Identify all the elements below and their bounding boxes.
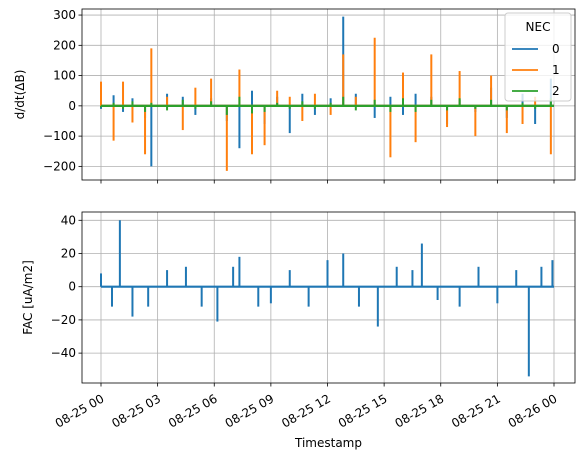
legend-label-1: 1	[552, 63, 560, 77]
x-tick-label: 08-25 21	[449, 391, 503, 430]
legend-box	[504, 12, 572, 102]
plot-frame	[81, 8, 576, 181]
y-tick-label: −40	[51, 346, 76, 360]
x-tick-label: 08-25 18	[393, 391, 447, 430]
x-tick-label: 08-25 15	[336, 391, 390, 430]
x-tick-label: 08-25 03	[109, 391, 163, 430]
plot-frame	[81, 211, 576, 384]
y-tick-label: 20	[61, 247, 76, 261]
y-tick-label: 0	[68, 99, 76, 113]
legend-label-0: 0	[552, 42, 560, 56]
y-tick-label: −100	[43, 129, 76, 143]
x-tick-label: 08-25 06	[166, 391, 220, 430]
y-tick-label: 0	[68, 280, 76, 294]
y-tick-label: 300	[53, 8, 76, 22]
y-axis-label: FAC [uA/m2]	[21, 260, 35, 335]
x-tick-label: 08-25 12	[279, 391, 333, 430]
y-tick-label: 40	[61, 213, 76, 227]
x-tick-label: 08-25 00	[53, 391, 107, 430]
legend-label-2: 2	[552, 84, 560, 98]
y-tick-label: −200	[43, 159, 76, 173]
y-tick-label: −20	[51, 313, 76, 327]
x-tick-label: 08-25 09	[223, 391, 277, 430]
legend-title: NEC	[526, 20, 551, 34]
x-tick-label: 08-26 00	[506, 391, 560, 430]
y-axis-label: d/dt(ΔB)	[13, 70, 27, 120]
y-tick-label: 200	[53, 38, 76, 52]
x-axis-label: Timestamp	[294, 436, 362, 450]
y-tick-label: 100	[53, 69, 76, 83]
